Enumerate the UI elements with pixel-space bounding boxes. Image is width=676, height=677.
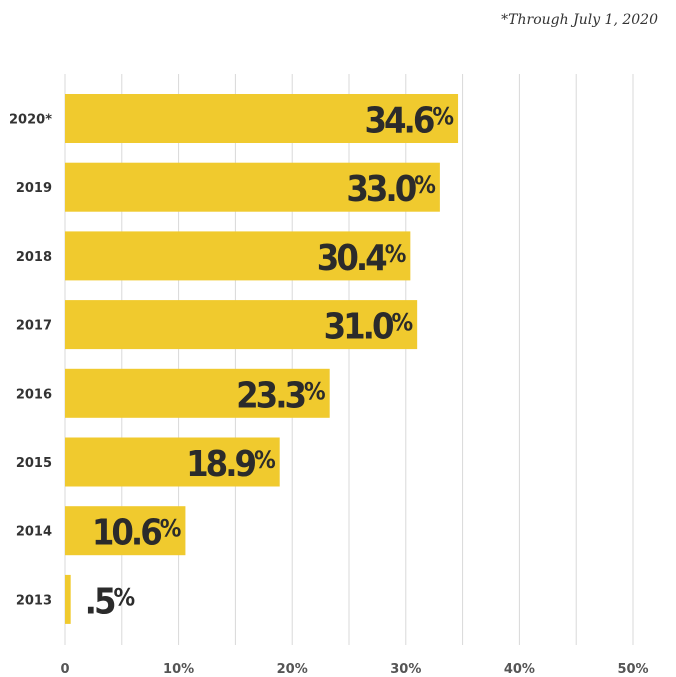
value-label: .5% — [85, 581, 135, 622]
category-label: 2019 — [16, 181, 52, 196]
category-label: 2016 — [16, 387, 52, 402]
category-label: 2014 — [16, 525, 52, 540]
value-label: 30.4% — [317, 238, 407, 279]
category-label: 2020* — [9, 113, 52, 128]
x-tick-label: 10% — [163, 662, 194, 677]
bar — [65, 231, 411, 281]
bar — [65, 300, 418, 350]
bar — [65, 574, 71, 624]
value-label: 33.0% — [346, 169, 436, 210]
x-tick-label: 40% — [504, 662, 535, 677]
value-label: 31.0% — [324, 307, 414, 348]
grid-lines — [64, 74, 634, 645]
category-labels: 2020* 2019 2018 2017 2016 2015 2014 2013 — [9, 113, 52, 609]
x-tick-label: 50% — [617, 662, 648, 677]
x-tick-label: 20% — [277, 662, 308, 677]
bar — [65, 368, 330, 418]
category-label: 2018 — [16, 250, 52, 265]
bars — [65, 94, 459, 624]
bar — [65, 437, 280, 487]
x-tick-label: 0 — [60, 662, 69, 677]
bar — [65, 94, 459, 143]
footnote: *Through July 1, 2020 — [501, 12, 658, 28]
x-axis-ticks: 0 10% 20% 30% 40% 50% — [60, 662, 648, 677]
category-label: 2017 — [16, 319, 52, 334]
value-label: 10.6% — [92, 513, 182, 554]
bar — [65, 506, 186, 556]
value-label: 18.9% — [186, 444, 276, 485]
value-labels: 34.6% 33.0% 30.4% 31.0% 23.3% 18.9%10.6% .5% — [85, 101, 454, 623]
value-label: 34.6% — [364, 101, 454, 142]
value-label: 23.3% — [236, 375, 326, 416]
category-label: 2013 — [16, 593, 52, 608]
bar — [65, 162, 440, 212]
x-tick-label: 30% — [390, 662, 421, 677]
category-label: 2015 — [16, 456, 52, 471]
